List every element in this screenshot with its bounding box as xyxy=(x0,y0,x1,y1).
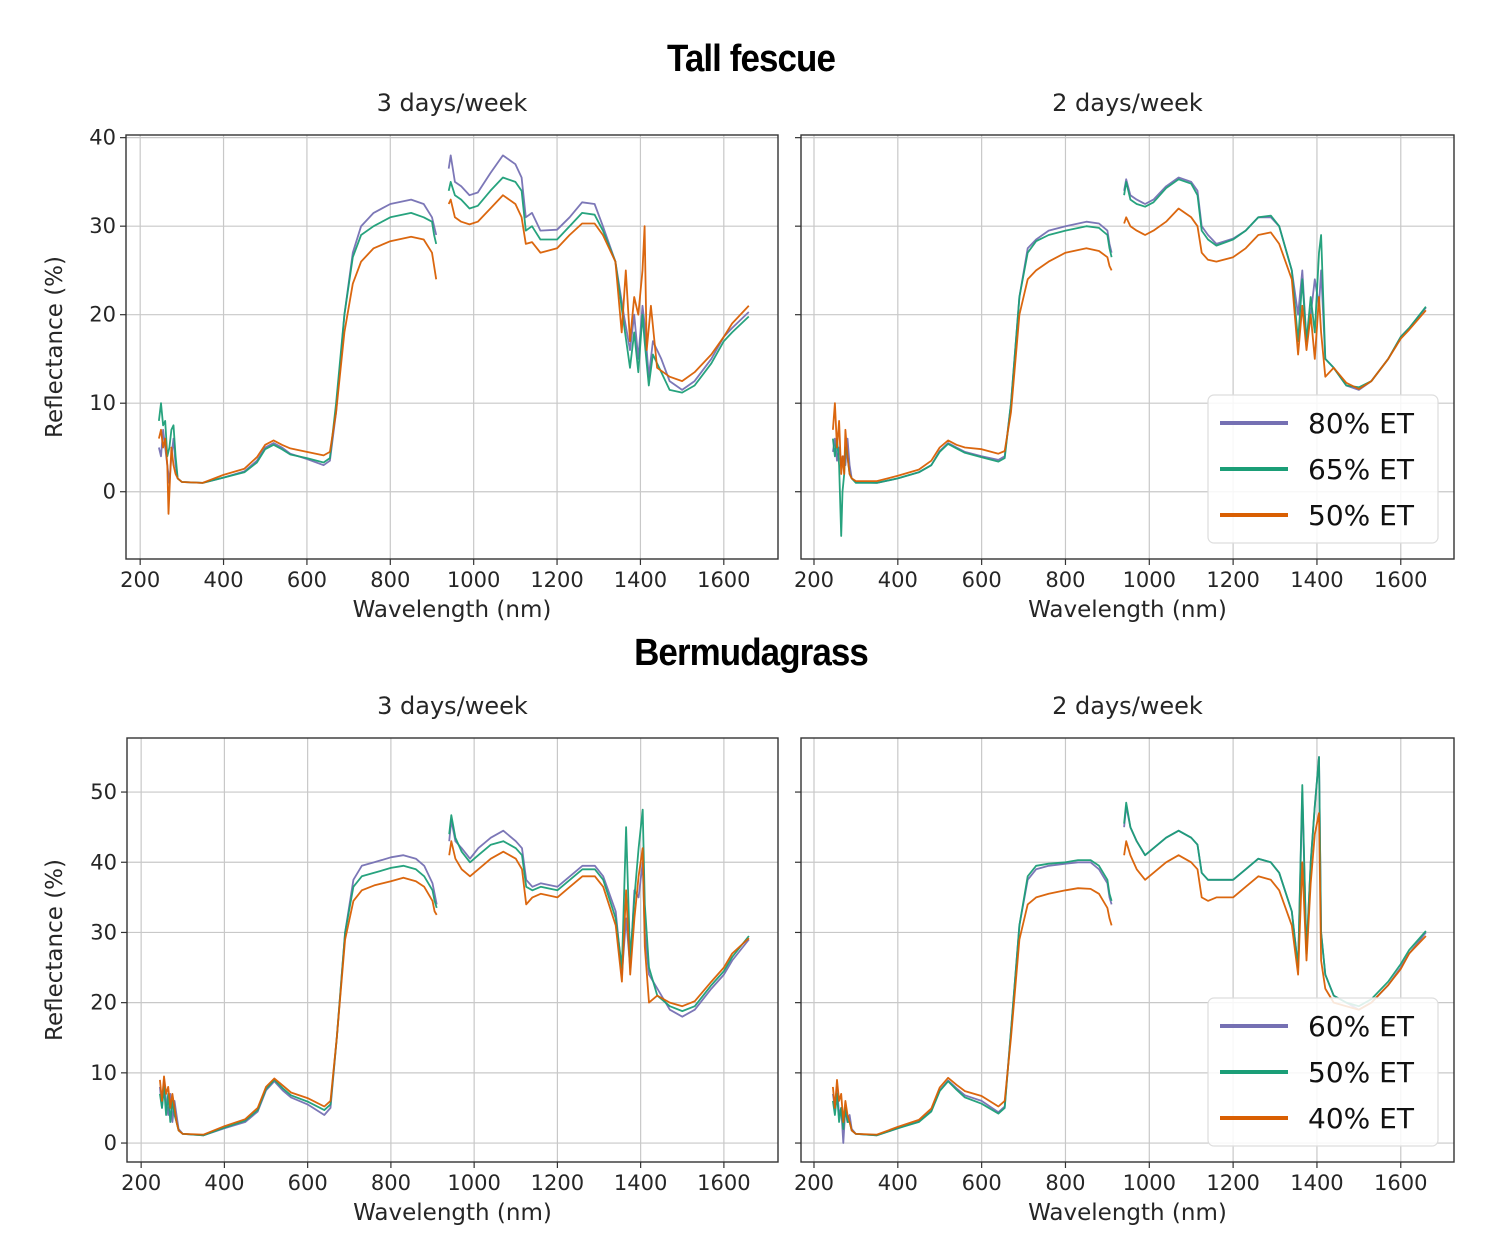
x-tick-label: 1200 xyxy=(531,1171,584,1195)
legend-label: 50% ET xyxy=(1308,1056,1415,1089)
x-tick-label: 200 xyxy=(120,568,160,592)
y-tick-label: 30 xyxy=(90,920,117,944)
legend: 80% ET 65% ET 50% ET xyxy=(1207,394,1439,544)
panel-title: 2 days/week xyxy=(1052,692,1203,720)
series-line-50-et xyxy=(158,194,750,515)
y-tick-label: 0 xyxy=(104,1131,117,1155)
panel-title: 2 days/week xyxy=(1052,89,1203,117)
legend-label: 50% ET xyxy=(1308,499,1415,532)
y-tick-label: 40 xyxy=(89,126,116,150)
x-tick-label: 400 xyxy=(878,1171,918,1195)
x-tick-label: 400 xyxy=(204,568,244,592)
x-tick-label: 1600 xyxy=(697,568,750,592)
y-tick-label: 30 xyxy=(89,214,116,238)
x-tick-label: 1200 xyxy=(530,568,583,592)
axes-frame xyxy=(800,134,1455,560)
series-group xyxy=(159,808,750,1137)
plot-area xyxy=(127,738,778,1162)
x-tick-label: 600 xyxy=(962,568,1002,592)
x-tick-label: 800 xyxy=(371,1171,411,1195)
x-tick-label: 200 xyxy=(121,1171,161,1195)
x-axis-label: Wavelength (nm) xyxy=(353,1200,552,1226)
y-tick-label: 10 xyxy=(90,1061,117,1085)
panel-title: 3 days/week xyxy=(377,692,528,720)
x-axis-label: Wavelength (nm) xyxy=(1028,1200,1227,1226)
legend-label: 40% ET xyxy=(1308,1102,1415,1135)
series-group xyxy=(158,154,750,515)
chart-panel-1: 200 400 600 800 1000 1200 1400 1600 0 10 20 30 40 3 d… xyxy=(42,89,779,623)
x-axis-label: Wavelength (nm) xyxy=(1028,597,1227,623)
chart-panel-3: 200 400 600 800 1000 1200 1400 1600 0 10 20 30 40 50 3… xyxy=(42,692,779,1226)
x-tick-label: 1200 xyxy=(1206,568,1259,592)
x-tick-label: 800 xyxy=(370,568,410,592)
series-line-50-et xyxy=(832,207,1427,482)
y-tick-label: 0 xyxy=(103,480,116,504)
y-axis-label: Reflectance (%) xyxy=(42,859,68,1041)
y-tick-label: 10 xyxy=(89,391,116,415)
series-line-65-et xyxy=(158,176,750,484)
y-tick-label: 50 xyxy=(90,780,117,804)
legend-box xyxy=(1207,997,1439,1147)
series-line-65-et xyxy=(832,178,1427,537)
axes-frame xyxy=(125,134,779,560)
group-title-tall-fescue: Tall fescue xyxy=(666,38,836,80)
x-tick-label: 1400 xyxy=(614,568,667,592)
axes-frame xyxy=(126,737,779,1163)
x-tick-label: 1400 xyxy=(1290,1171,1343,1195)
y-tick-label: 20 xyxy=(90,991,117,1015)
x-tick-label: 200 xyxy=(794,568,834,592)
chart-panel-4: 200 400 600 800 1000 1200 1400 1600 2 days/week W… xyxy=(794,692,1455,1226)
x-tick-label: 1000 xyxy=(1123,568,1176,592)
axes-frame xyxy=(800,737,1455,1163)
x-tick-label: 1400 xyxy=(1290,568,1343,592)
x-tick-label: 600 xyxy=(287,568,327,592)
y-tick-label: 40 xyxy=(90,850,117,874)
group-title-bermudagrass: Bermudagrass xyxy=(634,632,869,674)
y-axis-label: Reflectance (%) xyxy=(42,256,68,438)
x-tick-label: 1600 xyxy=(1374,1171,1427,1195)
series-line-40-et xyxy=(159,840,750,1136)
x-tick-label: 400 xyxy=(878,568,918,592)
x-tick-label: 600 xyxy=(962,1171,1002,1195)
y-tick-label: 20 xyxy=(89,303,116,327)
x-tick-label: 1000 xyxy=(1123,1171,1176,1195)
legend-box xyxy=(1207,394,1439,544)
legend-label: 80% ET xyxy=(1308,407,1415,440)
x-tick-label: 1400 xyxy=(614,1171,667,1195)
x-tick-label: 600 xyxy=(288,1171,328,1195)
legend-label: 65% ET xyxy=(1308,453,1415,486)
series-line-50-et xyxy=(159,808,750,1137)
panel-title: 3 days/week xyxy=(377,89,528,117)
legend-label: 60% ET xyxy=(1308,1010,1415,1043)
x-tick-label: 1600 xyxy=(697,1171,750,1195)
x-tick-label: 200 xyxy=(794,1171,834,1195)
x-tick-label: 800 xyxy=(1045,1171,1085,1195)
x-tick-label: 1200 xyxy=(1206,1171,1259,1195)
x-tick-label: 1600 xyxy=(1374,568,1427,592)
legend: 60% ET 50% ET 40% ET xyxy=(1207,997,1439,1147)
x-tick-label: 800 xyxy=(1045,568,1085,592)
x-tick-label: 1000 xyxy=(447,1171,500,1195)
x-tick-label: 400 xyxy=(204,1171,244,1195)
x-tick-label: 1000 xyxy=(447,568,500,592)
chart-panel-2: 200 400 600 800 1000 1200 1400 1600 2 days/week W… xyxy=(794,89,1455,623)
series-group xyxy=(832,176,1427,537)
x-axis-label: Wavelength (nm) xyxy=(353,597,552,623)
